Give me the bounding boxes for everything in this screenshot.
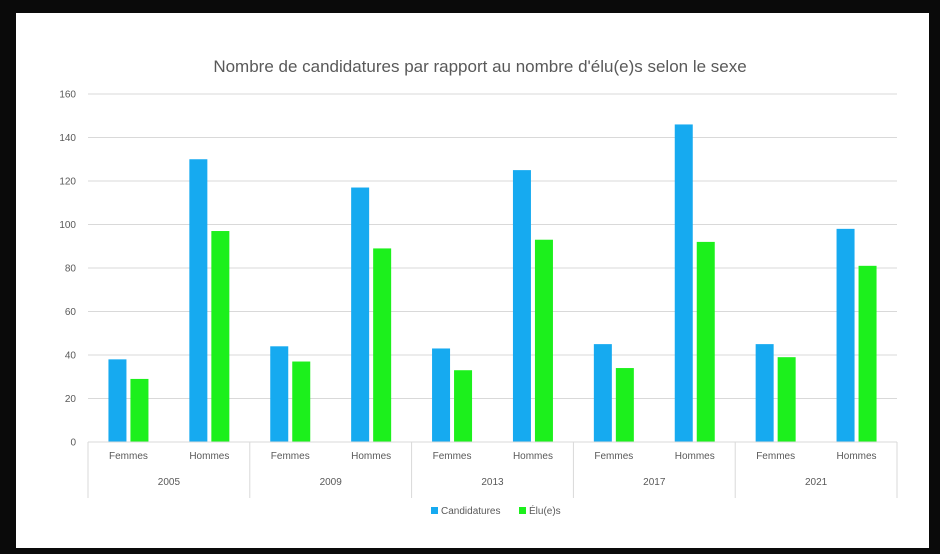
y-tick-label: 60 [65,307,77,318]
bar-elus [858,265,877,442]
bar-candidatures [674,124,693,442]
bar-candidatures [512,170,531,442]
bar-elus [130,378,149,442]
x-group-label: 2013 [481,477,504,488]
gridlines [88,93,897,443]
bar-candidatures [108,359,127,442]
x-category-label: Hommes [513,451,553,462]
legend-swatch [431,507,438,514]
legend-label: Élu(e)s [529,504,561,517]
bar-elus [292,361,311,442]
x-category-label: Femmes [433,451,472,462]
bar-elus [454,370,473,442]
y-tick-label: 0 [70,438,76,449]
x-axis: Femmes Hommes Femmes Hommes Femmes Hommes Femm… [87,441,898,498]
bar-candidatures [593,344,612,442]
bar-elus [777,357,796,442]
bar-elus [534,239,553,442]
y-tick-label: 120 [59,177,76,188]
x-group-label: 2017 [643,477,666,488]
bars [108,124,877,442]
x-category-label: Hommes [189,451,229,462]
bar-candidatures [351,187,370,442]
y-tick-label: 40 [65,351,77,362]
x-category-label: Femmes [271,451,310,462]
chart-area: Nombre de candidatures par rapport au no… [16,13,929,548]
x-category-label: Hommes [837,451,877,462]
bar-elus [211,231,230,442]
bar-candidatures [432,348,451,442]
y-tick-label: 100 [59,220,76,231]
x-group-label: 2021 [805,477,828,488]
x-category-label: Femmes [109,451,148,462]
y-tick-label: 160 [59,90,76,101]
chart-title: Nombre de candidatures par rapport au no… [213,57,746,76]
legend: Candidatures Élu(e)s [431,504,561,517]
legend-swatch [519,507,526,514]
bar-candidatures [755,344,774,442]
x-category-label: Femmes [756,451,795,462]
bar-candidatures [270,346,289,442]
bar-elus [696,241,715,442]
bar-candidatures [836,228,855,442]
bar-candidatures [189,159,208,442]
bar-elus [615,368,634,442]
y-tick-label: 140 [59,133,76,144]
y-tick-label: 80 [65,264,77,275]
legend-label: Candidatures [441,506,500,517]
x-group-label: 2009 [320,477,343,488]
bar-elus [373,248,392,442]
x-category-label: Hommes [351,451,391,462]
x-category-label: Femmes [594,451,633,462]
x-category-label: Hommes [675,451,715,462]
y-tick-label: 20 [65,394,77,405]
x-group-label: 2005 [158,477,181,488]
bar-chart: Nombre de candidatures par rapport au no… [59,57,898,517]
y-axis-ticks: 0 20 40 60 80 100 120 140 160 [59,90,76,449]
